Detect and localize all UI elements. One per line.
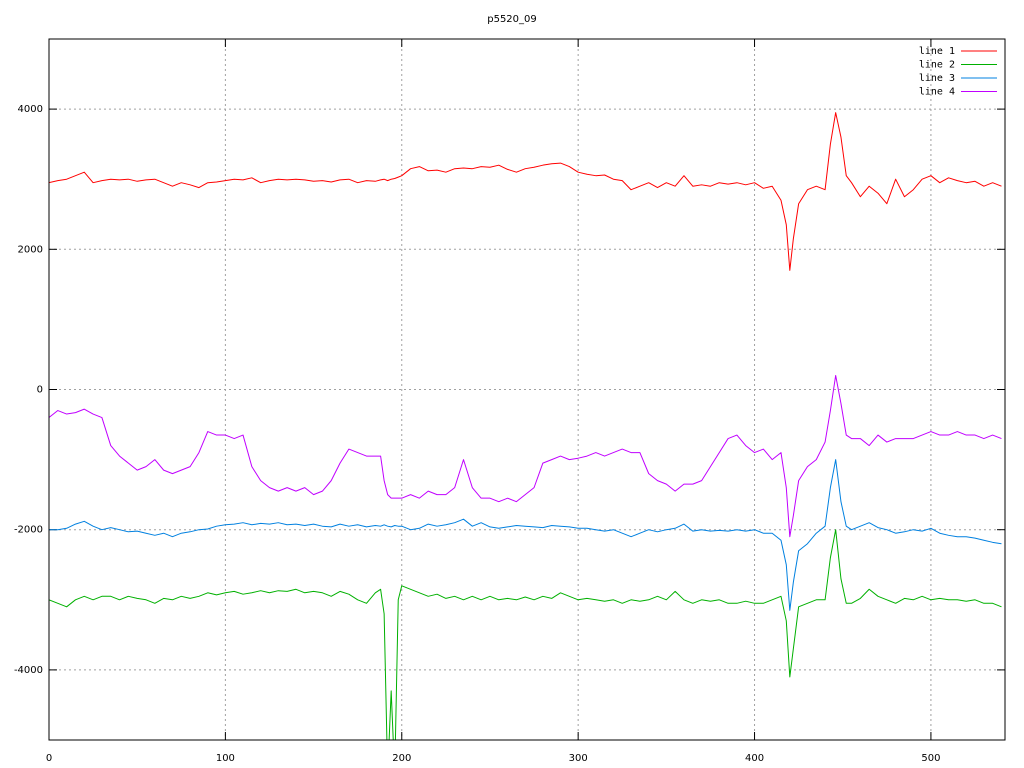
x-tick-label: 0 bbox=[46, 753, 52, 764]
y-tick-label: 4000 bbox=[18, 104, 43, 115]
legend-label: line 4 bbox=[919, 87, 955, 98]
data-line bbox=[49, 112, 1002, 271]
data-line bbox=[49, 459, 1002, 611]
legend-label: line 2 bbox=[919, 60, 955, 71]
data-line bbox=[49, 529, 1002, 740]
lines bbox=[49, 112, 1002, 740]
legend: line 1 line 2 line 3 line 4 bbox=[919, 46, 997, 98]
x-tick-label: 500 bbox=[921, 753, 940, 764]
x-tick-label: 300 bbox=[569, 753, 588, 764]
y-tick-label: -4000 bbox=[14, 665, 43, 676]
legend-label: line 1 bbox=[919, 46, 955, 57]
data-line bbox=[49, 374, 1002, 538]
x-tick-label: 200 bbox=[392, 753, 411, 764]
x-tick-label: 100 bbox=[216, 753, 235, 764]
y-tick-label: 0 bbox=[37, 385, 43, 396]
x-tick-label: 400 bbox=[745, 753, 764, 764]
chart-title: p5520_09 bbox=[487, 14, 537, 25]
y-tick-label: 2000 bbox=[18, 244, 43, 255]
plot-border bbox=[48, 38, 1006, 741]
y-tick-label: -2000 bbox=[14, 525, 43, 536]
legend-label: line 3 bbox=[919, 73, 955, 84]
